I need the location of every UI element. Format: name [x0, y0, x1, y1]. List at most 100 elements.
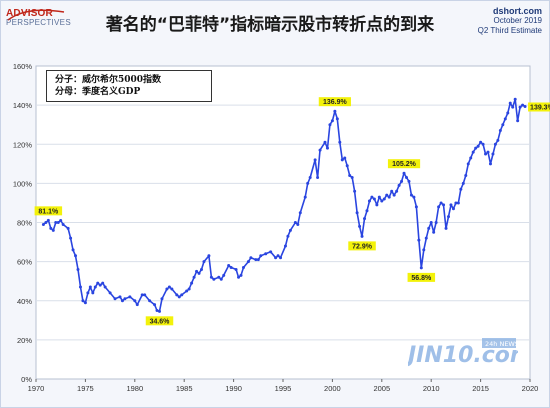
data-point: [217, 275, 221, 279]
data-point: [41, 222, 45, 226]
data-point: [259, 254, 263, 258]
watermark-badge: 24h NEWS: [485, 340, 518, 348]
annotation-label: 81.1%: [38, 208, 59, 215]
y-tick-label: 120%: [13, 140, 33, 149]
data-point: [506, 111, 510, 115]
data-point: [222, 273, 226, 277]
data-point: [469, 156, 473, 160]
data-point: [442, 203, 446, 207]
data-point: [264, 252, 268, 256]
data-point: [78, 285, 82, 289]
data-point: [197, 271, 201, 275]
annotation-bg: [145, 316, 174, 326]
legend-denominator: 分母：季度名义GDP: [55, 87, 141, 97]
data-point: [202, 260, 206, 264]
data-point: [158, 309, 161, 313]
x-tick-label: 2005: [373, 384, 390, 393]
data-point: [165, 287, 169, 291]
data-point: [387, 195, 391, 199]
data-point: [279, 256, 283, 260]
data-point: [328, 123, 332, 127]
annotation-label: 139.3%: [530, 104, 550, 111]
source-block: dshort.com October 2019 Q2 Third Estimat…: [478, 6, 542, 36]
data-point: [437, 205, 441, 209]
data-point: [71, 248, 75, 252]
data-point: [501, 123, 505, 127]
source-site: dshort.com: [492, 6, 542, 16]
data-point: [353, 189, 357, 193]
data-point: [414, 205, 418, 209]
data-point: [461, 181, 465, 185]
data-point: [343, 156, 347, 160]
data-point: [49, 226, 53, 230]
data-point: [340, 158, 344, 162]
data-point: [128, 295, 132, 299]
data-point: [397, 183, 401, 187]
data-point: [143, 293, 147, 297]
data-point: [96, 281, 100, 285]
data-point: [377, 195, 381, 199]
logo-line2: PERSPECTIVES: [6, 18, 71, 27]
data-point: [175, 293, 179, 297]
data-point: [474, 146, 478, 150]
data-point: [160, 297, 164, 301]
data-point: [375, 203, 379, 207]
annotation-label: 34.6%: [150, 318, 171, 325]
y-tick-label: 40%: [17, 297, 32, 306]
data-point: [395, 189, 399, 193]
data-point: [439, 201, 443, 205]
data-point: [392, 193, 396, 197]
data-point: [400, 179, 404, 183]
data-point: [358, 224, 362, 228]
annotation-bg: [387, 159, 421, 169]
annotation-label: 72.9%: [352, 243, 373, 250]
data-point: [207, 254, 211, 258]
x-tick-label: 2020: [522, 384, 539, 393]
annotation-label: 136.9%: [323, 99, 348, 106]
data-point: [360, 234, 364, 238]
x-tick-label: 1985: [176, 384, 193, 393]
data-point: [195, 269, 199, 273]
data-point: [521, 103, 525, 107]
data-point: [390, 189, 394, 193]
data-point: [120, 299, 124, 303]
data-point: [93, 285, 97, 289]
data-point: [523, 104, 527, 108]
data-point: [269, 250, 273, 254]
data-point: [237, 275, 241, 279]
logo-line1: ADVISOR: [6, 8, 53, 19]
advisor-perspectives-logo: ADVISOR PERSPECTIVES: [6, 8, 88, 36]
data-point: [498, 129, 502, 133]
data-point: [513, 97, 517, 101]
data-point: [380, 199, 384, 203]
data-point: [422, 248, 426, 252]
data-point: [123, 297, 127, 301]
data-point: [464, 174, 468, 178]
y-tick-label: 20%: [17, 336, 32, 345]
data-point: [293, 221, 297, 224]
y-tick-label: 160%: [13, 62, 33, 71]
source-estimate: Q2 Third Estimate: [477, 26, 542, 35]
data-point: [363, 217, 367, 221]
y-tick-label: 80%: [17, 219, 32, 228]
x-tick-label: 1975: [77, 384, 94, 393]
data-point: [227, 264, 231, 268]
data-point: [56, 221, 60, 224]
data-point: [209, 275, 213, 279]
y-tick-label: 0%: [21, 375, 32, 384]
data-point: [434, 221, 438, 224]
x-tick-label: 2000: [324, 384, 341, 393]
data-point: [86, 291, 90, 295]
annotation-label: 56.8%: [411, 275, 432, 282]
data-point: [503, 117, 507, 121]
data-point: [451, 207, 455, 211]
jin10-watermark: JIN10.com 24h NEWS: [408, 338, 518, 368]
data-point: [91, 291, 95, 295]
data-point: [481, 142, 485, 146]
annotation-label: 105.2%: [392, 161, 417, 168]
data-point: [296, 222, 300, 226]
data-point: [325, 146, 329, 150]
data-point: [516, 119, 520, 123]
data-point: [46, 218, 50, 222]
data-point: [59, 219, 63, 223]
